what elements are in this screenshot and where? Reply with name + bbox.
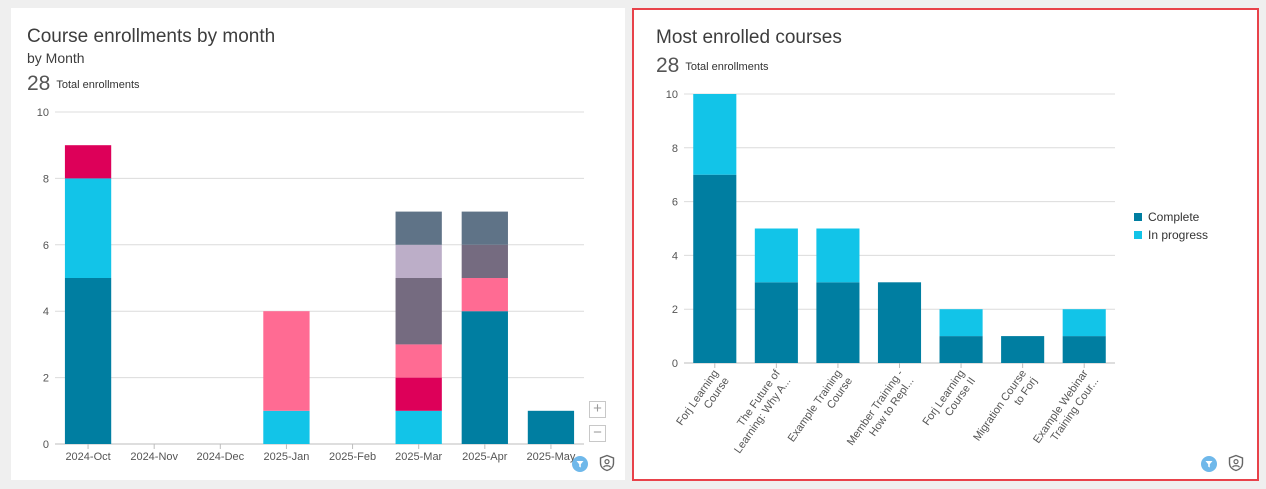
- legend-label: Complete: [1148, 210, 1200, 224]
- shield-user-icon[interactable]: [598, 454, 616, 472]
- y-tick-label: 6: [672, 197, 678, 209]
- legend-swatch: [1134, 231, 1142, 239]
- bar-segment[interactable]: [693, 94, 737, 175]
- shield-user-icon[interactable]: [1227, 454, 1245, 472]
- bar-segment[interactable]: [395, 377, 442, 411]
- y-tick-label: 10: [37, 107, 49, 119]
- bar-segment[interactable]: [754, 228, 798, 283]
- bar-segment[interactable]: [816, 282, 860, 363]
- bar-segment[interactable]: [64, 178, 112, 278]
- y-tick-label: 2: [43, 373, 49, 385]
- bar-segment[interactable]: [395, 344, 442, 378]
- y-tick-label: 4: [43, 306, 49, 318]
- x-tick-label: 2025-Jan: [264, 451, 310, 463]
- x-tick-label: Example TrainingCourse: [786, 368, 855, 452]
- y-tick-label: 8: [43, 173, 49, 185]
- bar-segment[interactable]: [64, 278, 112, 444]
- bar-segment[interactable]: [939, 309, 983, 337]
- most-enrolled-courses-card: Most enrolled courses 28 Total enrollment…: [632, 8, 1259, 481]
- bar-segment[interactable]: [693, 174, 737, 363]
- bar-segment[interactable]: [263, 311, 310, 411]
- x-tick-label: Forj LearningCourse: [674, 368, 732, 435]
- bar-segment[interactable]: [395, 278, 442, 345]
- y-tick-label: 2: [672, 304, 678, 316]
- total-enrollments-label: Total enrollments: [56, 79, 140, 91]
- x-tick-label: Migration Courseto Forj: [971, 368, 1040, 451]
- bar-segment[interactable]: [527, 410, 575, 444]
- x-tick-label: 2025-Mar: [395, 451, 442, 463]
- x-tick-label: 2025-Feb: [329, 451, 376, 463]
- bar-segment[interactable]: [461, 278, 508, 312]
- zoom-out-button[interactable]: −: [589, 425, 606, 442]
- legend-swatch: [1134, 213, 1142, 221]
- bar-segment[interactable]: [64, 145, 112, 179]
- total-enrollments-value: 28: [27, 72, 51, 95]
- x-tick-label: 2024-Dec: [196, 451, 244, 463]
- x-tick-label: Example WebinarTraining Cour...: [1031, 368, 1101, 454]
- x-tick-label: The Future ofLearning: Why A...: [721, 367, 794, 456]
- bar-segment[interactable]: [395, 211, 442, 245]
- bar-segment[interactable]: [754, 282, 798, 363]
- bar-segment[interactable]: [1062, 309, 1106, 337]
- chart-subtitle: by Month: [27, 50, 85, 66]
- y-tick-label: 0: [43, 439, 49, 451]
- y-tick-label: 10: [666, 89, 678, 101]
- legend-item[interactable]: Complete: [1134, 208, 1208, 226]
- bar-segment[interactable]: [395, 410, 442, 444]
- bar-segment[interactable]: [461, 311, 508, 444]
- zoom-in-button[interactable]: +: [589, 401, 606, 418]
- chart-title: Most enrolled courses: [656, 27, 842, 48]
- bar-segment[interactable]: [461, 211, 508, 245]
- x-tick-label: Member Training -How to Repl...: [845, 368, 917, 456]
- bar-segment[interactable]: [395, 244, 442, 278]
- bar-segment[interactable]: [877, 282, 922, 363]
- y-tick-label: 4: [672, 250, 678, 262]
- x-tick-label: 2024-Oct: [65, 451, 110, 463]
- legend-item[interactable]: In progress: [1134, 226, 1208, 244]
- bar-segment[interactable]: [263, 410, 310, 444]
- total-enrollments: 28 Total enrollments: [27, 72, 140, 96]
- legend-label: In progress: [1148, 228, 1209, 242]
- y-tick-label: 6: [43, 240, 49, 252]
- bar-segment[interactable]: [461, 244, 508, 278]
- x-tick-label: Forj LearningCourse II: [921, 368, 979, 435]
- x-tick-label: 2024-Nov: [130, 451, 178, 463]
- filter-icon[interactable]: [1201, 456, 1217, 472]
- chart-legend: Complete In progress: [1134, 208, 1208, 244]
- total-enrollments: 28 Total enrollments: [656, 54, 769, 78]
- filter-icon[interactable]: [572, 456, 588, 472]
- x-tick-label: 2025-May: [526, 451, 575, 463]
- y-tick-label: 0: [672, 358, 678, 370]
- bar-segment[interactable]: [939, 336, 983, 363]
- total-enrollments-label: Total enrollments: [685, 61, 769, 73]
- bar-segment[interactable]: [816, 228, 860, 283]
- x-tick-label: 2025-Apr: [462, 451, 508, 463]
- total-enrollments-value: 28: [656, 54, 680, 77]
- enrollments-by-month-card: Course enrollments by month by Month 28 T…: [11, 8, 625, 480]
- most-enrolled-courses-chart: 0 2 4 6 8 10 Forj LearningCourse The Future ofL…: [666, 89, 1115, 456]
- bar-segment[interactable]: [1062, 336, 1106, 363]
- enrollments-by-month-chart: 0 2 4 6 8 10 2024-Oct 2024-Nov 2024-Dec 2025-Jan 2…: [37, 107, 584, 463]
- bar-segment[interactable]: [1001, 336, 1045, 363]
- y-tick-label: 8: [672, 143, 678, 155]
- chart-title: Course enrollments by month: [27, 26, 276, 47]
